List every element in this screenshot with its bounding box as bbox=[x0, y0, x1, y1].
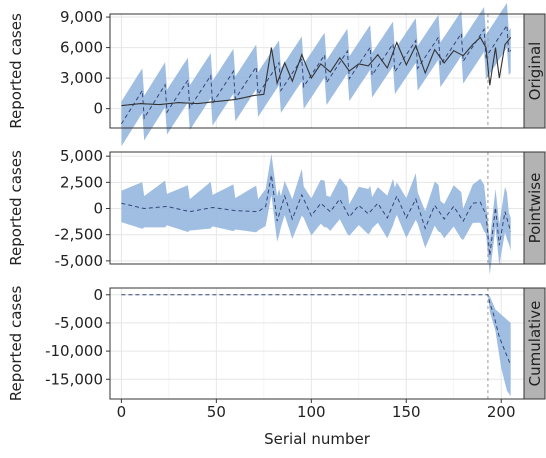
x-tick-label: 200 bbox=[487, 403, 516, 421]
x-tick-label: 100 bbox=[297, 403, 326, 421]
y-tick-label: -5,000 bbox=[55, 314, 103, 332]
panel-pointwise: Pointwise -5,000 -2,500 0 2,500 5,000 Reported… bbox=[7, 147, 546, 275]
expected-line bbox=[120, 23, 512, 125]
x-tick-label: 0 bbox=[117, 403, 127, 421]
y-tick-label: 0 bbox=[93, 200, 103, 218]
panel-background bbox=[110, 288, 524, 399]
strip-background bbox=[523, 13, 546, 129]
strip-label: Original bbox=[526, 42, 544, 101]
observed-line bbox=[121, 36, 512, 107]
y-tick-label: -5,000 bbox=[55, 252, 103, 270]
y-axis-label: Reported cases bbox=[7, 13, 25, 129]
expected-line bbox=[121, 294, 512, 366]
x-tick-label: 150 bbox=[392, 403, 421, 421]
panel-original: Original 0 3,000 6,000 9,000 Reported cases bbox=[7, 3, 546, 147]
panel-cumulative: Cumulative -15,000 -10,000 -5,000 0 Reported … bbox=[7, 286, 546, 421]
x-axis-label: Serial number bbox=[264, 430, 371, 448]
y-tick-label: 0 bbox=[93, 286, 103, 304]
y-tick-label: 6,000 bbox=[60, 39, 103, 57]
x-tick-label: 50 bbox=[207, 403, 226, 421]
strip-label: Pointwise bbox=[526, 173, 544, 244]
y-tick-label: 3,000 bbox=[60, 69, 103, 87]
y-tick-label: 2,500 bbox=[60, 173, 103, 191]
prediction-band bbox=[121, 3, 511, 147]
y-tick-label: 9,000 bbox=[60, 8, 103, 26]
y-axis-label: Reported cases bbox=[7, 286, 25, 402]
y-tick-label: 5,000 bbox=[60, 147, 103, 165]
expected-line bbox=[121, 174, 512, 256]
y-tick-label: -10,000 bbox=[45, 342, 103, 360]
y-tick-label: -15,000 bbox=[45, 370, 103, 388]
strip-label: Cumulative bbox=[526, 301, 544, 387]
y-tick-label: -2,500 bbox=[55, 226, 103, 244]
strip-background bbox=[523, 151, 546, 265]
strip-background bbox=[523, 287, 546, 400]
y-tick-label: 0 bbox=[93, 100, 103, 118]
y-axis-label: Reported cases bbox=[7, 150, 25, 266]
prediction-band bbox=[121, 153, 511, 275]
